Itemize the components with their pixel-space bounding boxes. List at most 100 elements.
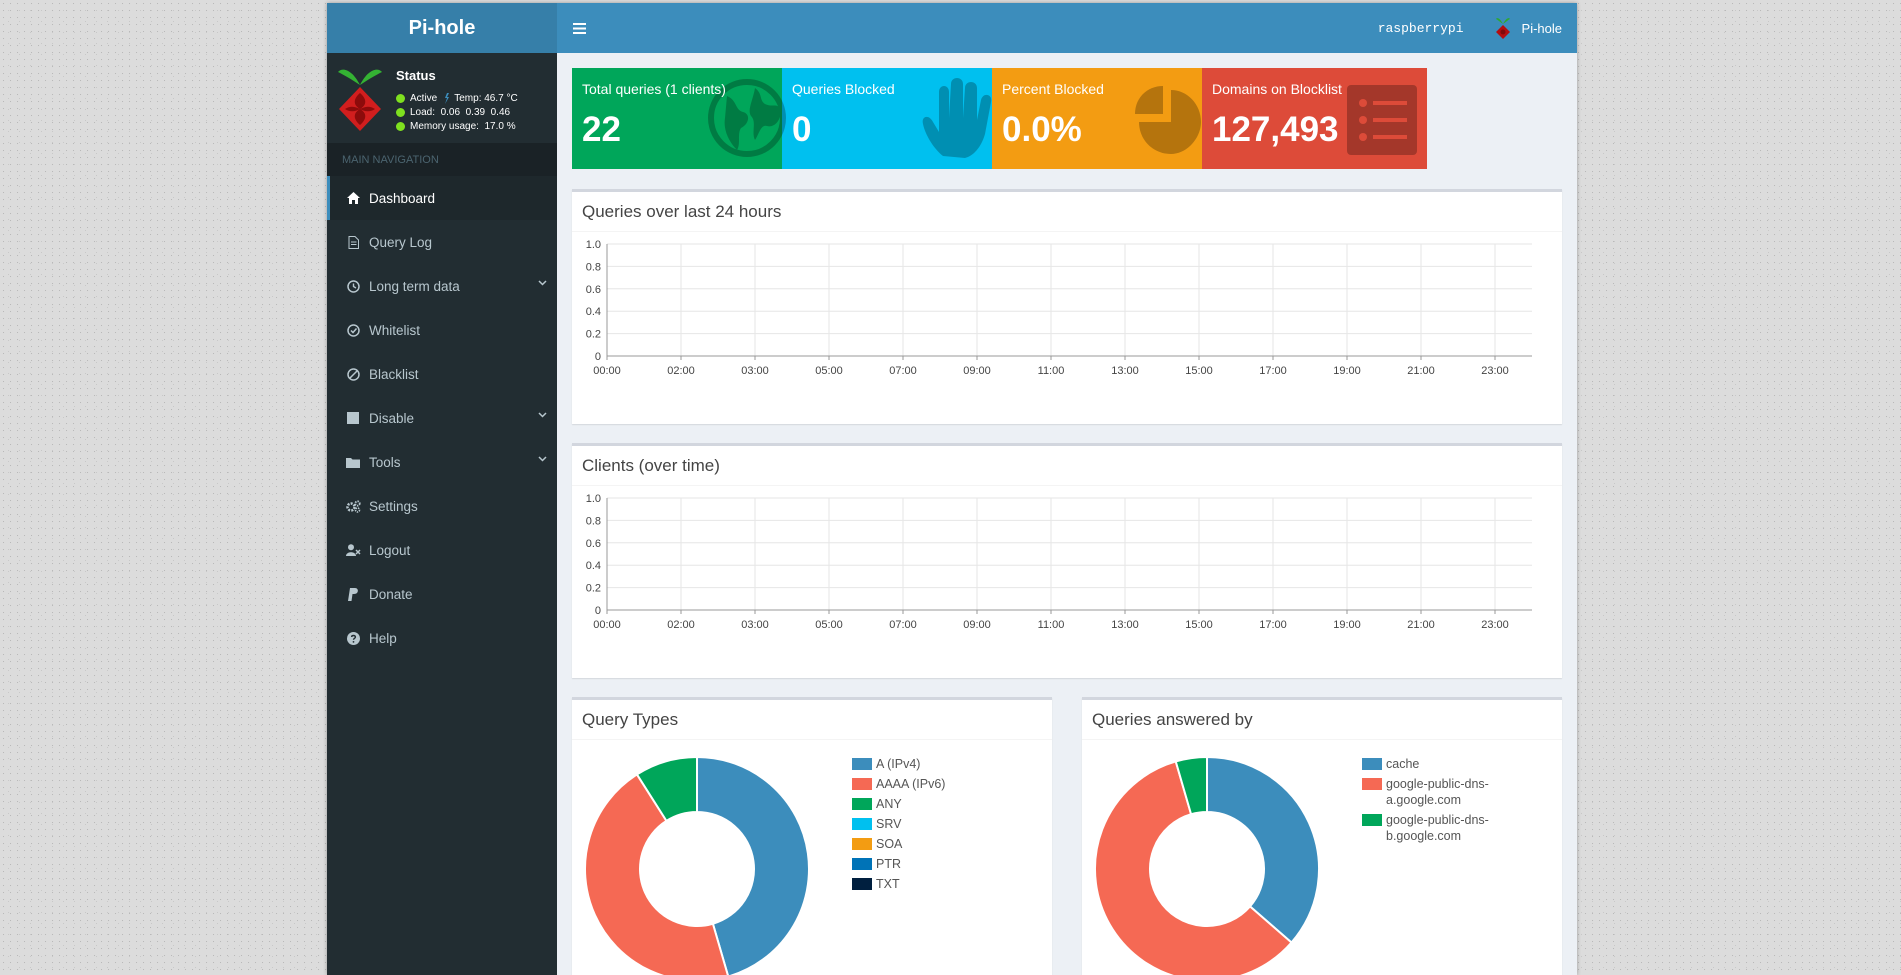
- legend-label: PTR: [876, 857, 901, 871]
- ban-icon: [345, 367, 361, 381]
- sidebar-item-label: Long term data: [369, 278, 460, 294]
- sidebar-item-label: Donate: [369, 586, 413, 602]
- hamburger-icon: [572, 22, 586, 34]
- queries-over-time-panel: Queries over last 24 hours 0 0.2 0.4 0.6 0.8…: [572, 189, 1562, 424]
- sidebar-item-help[interactable]: Help: [327, 616, 557, 660]
- hand-icon: [922, 78, 992, 158]
- legend-item[interactable]: PTR: [852, 856, 1032, 872]
- stat-value: 127,493: [1212, 110, 1339, 149]
- y-tick-label: 0.4: [586, 306, 601, 318]
- queries-over-time-chart: 0 0.2 0.4 0.6 0.8 1.0 00:00 02:00 03:00 05:00 07:0…: [586, 239, 1532, 377]
- answered-by-panel: Queries answered by cache google-public-d…: [1082, 697, 1562, 975]
- sidebar-item-donate[interactable]: Donate: [327, 572, 557, 616]
- sidebar-item-settings[interactable]: Settings: [327, 484, 557, 528]
- y-tick-label: 0.8: [586, 261, 601, 273]
- x-tick-label: 13:00: [1111, 365, 1139, 377]
- y-tick-label: 0.4: [586, 560, 601, 572]
- x-tick-label: 21:00: [1407, 619, 1435, 631]
- pie-chart-icon: [1135, 86, 1201, 154]
- legend-swatch: [852, 838, 872, 850]
- x-tick-label: 15:00: [1185, 619, 1213, 631]
- folder-icon: [345, 457, 361, 468]
- pihole-logo-icon: [1495, 18, 1510, 39]
- pie-slice[interactable]: [635, 755, 698, 823]
- x-tick-label: 13:00: [1111, 619, 1139, 631]
- stat-label: Queries Blocked: [792, 81, 895, 97]
- sidebar-item-label: Blacklist: [369, 366, 419, 382]
- x-tick-label: 05:00: [815, 365, 843, 377]
- legend-swatch: [852, 858, 872, 870]
- app-window: Pi-hole raspberrypi Pi-hole: [327, 3, 1577, 975]
- pie-slice[interactable]: [1206, 755, 1320, 944]
- x-tick-label: 23:00: [1481, 619, 1509, 631]
- gears-icon: [345, 499, 361, 513]
- question-circle-icon: [345, 631, 361, 645]
- legend-item[interactable]: ANY: [852, 796, 1032, 812]
- sidebar-item-long-term-data[interactable]: Long term data: [327, 264, 557, 308]
- stat-label: Total queries (1 clients): [582, 81, 726, 97]
- menu-toggle-button[interactable]: [557, 3, 601, 53]
- sidebar-item-query-log[interactable]: Query Log: [327, 220, 557, 264]
- x-tick-label: 05:00: [815, 619, 843, 631]
- legend-item[interactable]: google-public-dns-a.google.com: [1362, 776, 1512, 808]
- panel-title: Queries answered by: [1082, 700, 1562, 740]
- legend-swatch: [852, 878, 872, 890]
- status-panel: Status Active Temp: 46.7 °C Load: 0.06 0…: [327, 53, 557, 143]
- sidebar-item-disable[interactable]: Disable: [327, 396, 557, 440]
- logo-text: Pi-hole: [408, 16, 476, 39]
- load-dot-icon: [396, 108, 405, 117]
- stat-queries-blocked: Queries Blocked 0: [782, 68, 1007, 169]
- legend-label: google-public-dns-b.google.com: [1386, 813, 1489, 843]
- legend-item[interactable]: A (IPv4): [852, 756, 1032, 772]
- legend-swatch: [852, 818, 872, 830]
- sidebar-item-tools[interactable]: Tools: [327, 440, 557, 484]
- y-tick-label: 0: [595, 605, 601, 617]
- pie-slice[interactable]: [584, 773, 729, 975]
- legend-item[interactable]: TXT: [852, 876, 1032, 892]
- y-tick-label: 0.2: [586, 329, 601, 341]
- y-tick-label: 0.6: [586, 284, 601, 296]
- sidebar-item-dashboard[interactable]: Dashboard: [327, 176, 557, 220]
- legend-item[interactable]: google-public-dns-b.google.com: [1362, 812, 1512, 844]
- stat-percent-blocked: Percent Blocked 0.0%: [992, 68, 1217, 169]
- pie-slice[interactable]: [1094, 760, 1293, 975]
- y-tick-label: 0.6: [586, 538, 601, 550]
- pie-slice[interactable]: [696, 755, 810, 975]
- legend-label: AAAA (IPv6): [876, 777, 946, 791]
- legend-swatch: [1362, 758, 1382, 770]
- legend-item[interactable]: SRV: [852, 816, 1032, 832]
- x-tick-label: 02:00: [667, 619, 695, 631]
- legend-label: cache: [1386, 757, 1420, 771]
- globe-icon: [708, 79, 786, 157]
- sidebar-item-label: Help: [369, 630, 397, 646]
- status-memory-line: Memory usage: 17.0 %: [396, 121, 516, 132]
- legend-label: ANY: [876, 797, 902, 811]
- sidebar-item-whitelist[interactable]: Whitelist: [327, 308, 557, 352]
- legend-label: SRV: [876, 817, 902, 831]
- clients-over-time-chart: 0 0.2 0.4 0.6 0.8 1.0 00:00 02:00 03:00 05:00 07:0…: [586, 493, 1532, 631]
- legend-item[interactable]: AAAA (IPv6): [852, 776, 1032, 792]
- chevron-down-icon: [538, 456, 547, 462]
- hostname: raspberrypi: [1377, 20, 1464, 36]
- pihole-logo-icon: [338, 69, 382, 131]
- check-circle-icon: [345, 323, 361, 337]
- legend-swatch: [1362, 778, 1382, 790]
- sidebar-item-blacklist[interactable]: Blacklist: [327, 352, 557, 396]
- panel-title: Clients (over time): [572, 446, 1562, 486]
- legend-item[interactable]: SOA: [852, 836, 1032, 852]
- legend-label: SOA: [876, 837, 903, 851]
- sidebar-item-logout[interactable]: Logout: [327, 528, 557, 572]
- user-menu[interactable]: Pi-hole: [1494, 15, 1562, 41]
- legend-swatch: [852, 798, 872, 810]
- answered-by-chart: [1094, 755, 1320, 975]
- pie-slice[interactable]: [1174, 755, 1208, 816]
- legend-item[interactable]: cache: [1362, 756, 1512, 772]
- y-tick-label: 0.2: [586, 583, 601, 595]
- x-tick-label: 19:00: [1333, 365, 1361, 377]
- logo[interactable]: Pi-hole: [327, 3, 557, 53]
- x-tick-label: 15:00: [1185, 365, 1213, 377]
- paypal-icon: [345, 587, 361, 601]
- stat-label: Domains on Blocklist: [1212, 81, 1342, 97]
- answered-by-legend: cache google-public-dns-a.google.com googl…: [1362, 756, 1512, 848]
- status-temp: Temp: 46.7 °C: [454, 93, 518, 104]
